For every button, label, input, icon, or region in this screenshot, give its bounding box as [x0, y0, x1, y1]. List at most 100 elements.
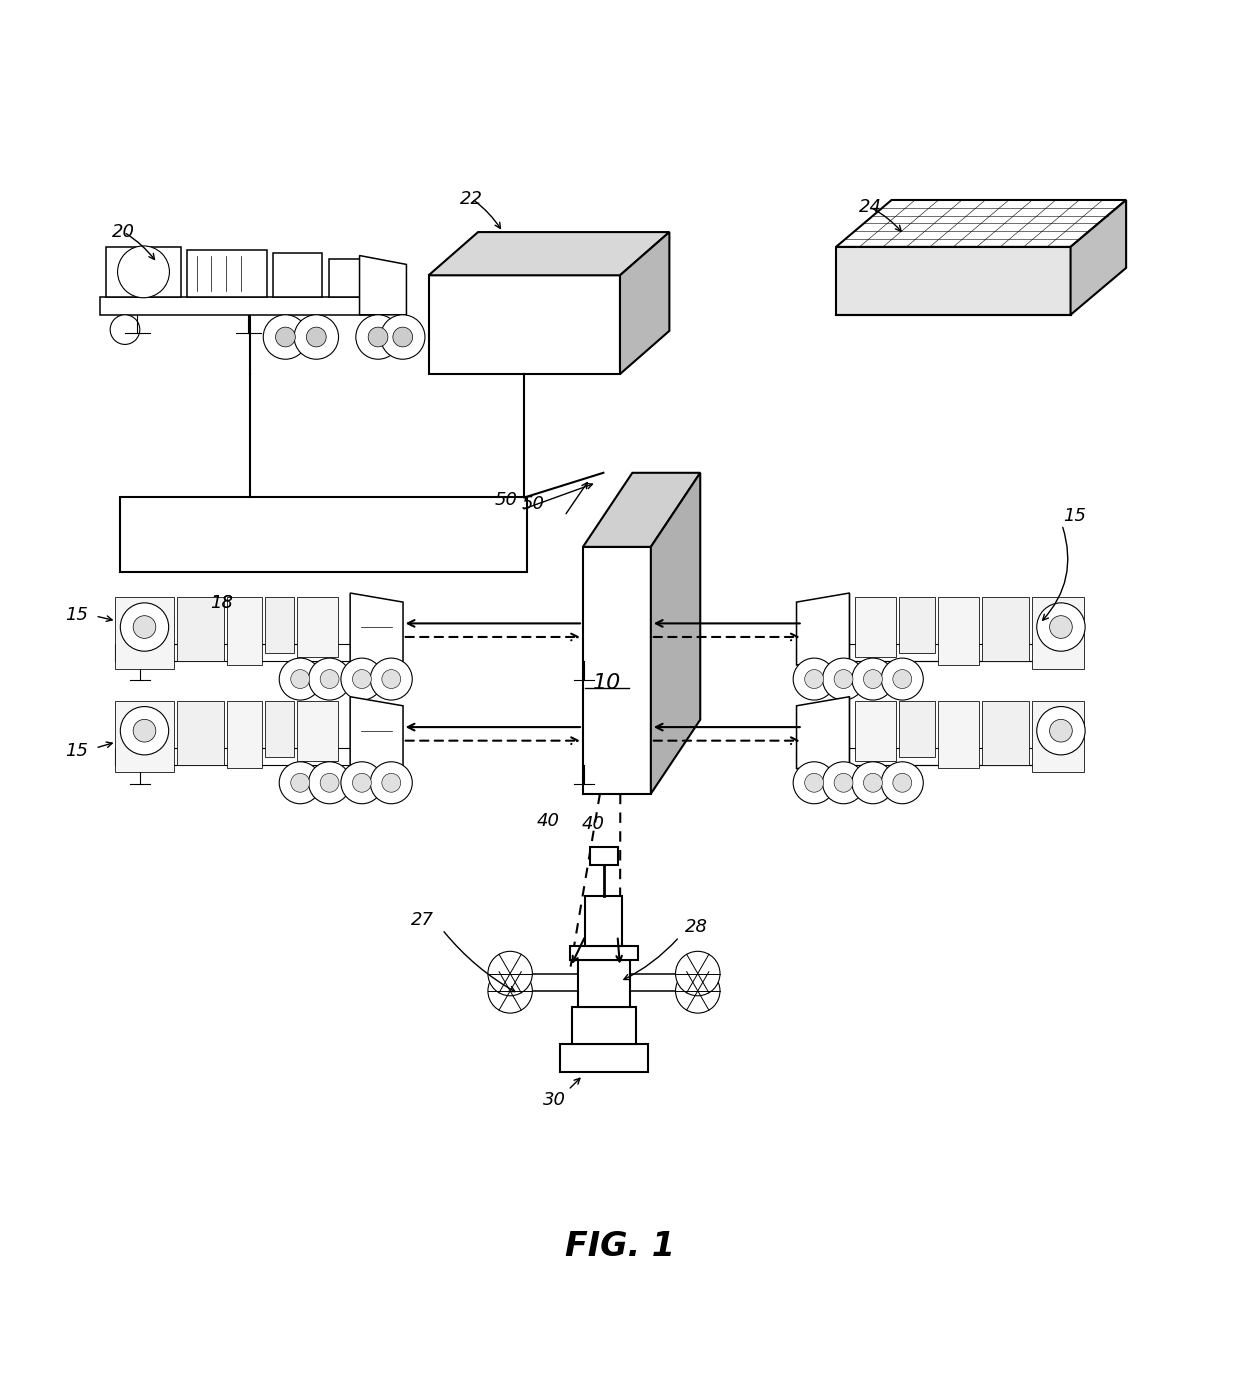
Circle shape — [794, 762, 835, 803]
Circle shape — [382, 773, 401, 792]
Polygon shape — [836, 200, 1126, 247]
Circle shape — [320, 670, 339, 688]
Polygon shape — [583, 546, 651, 794]
Text: 20: 20 — [113, 222, 135, 240]
Circle shape — [356, 314, 401, 359]
Circle shape — [120, 706, 169, 755]
Polygon shape — [836, 247, 1070, 314]
Text: 30: 30 — [543, 1091, 567, 1109]
Polygon shape — [429, 232, 670, 275]
Circle shape — [381, 314, 425, 359]
Circle shape — [110, 314, 140, 345]
Polygon shape — [796, 748, 1055, 765]
Polygon shape — [585, 897, 622, 945]
Circle shape — [118, 246, 170, 297]
Circle shape — [341, 762, 383, 803]
Text: FIG. 1: FIG. 1 — [565, 1230, 675, 1264]
Circle shape — [1049, 720, 1073, 742]
Circle shape — [882, 657, 924, 701]
Circle shape — [794, 657, 835, 701]
Circle shape — [863, 773, 883, 792]
Text: 22: 22 — [460, 190, 484, 207]
Polygon shape — [177, 596, 223, 662]
Text: 15: 15 — [1063, 507, 1086, 525]
Polygon shape — [329, 259, 366, 297]
Polygon shape — [796, 645, 1055, 662]
Text: 18: 18 — [211, 594, 233, 612]
Circle shape — [368, 327, 388, 348]
Polygon shape — [115, 748, 373, 765]
Polygon shape — [265, 596, 294, 653]
Text: 15: 15 — [66, 741, 88, 759]
Text: 15: 15 — [66, 606, 88, 624]
Text: 40: 40 — [537, 812, 560, 830]
Circle shape — [835, 773, 853, 792]
Circle shape — [487, 951, 532, 995]
Circle shape — [822, 762, 864, 803]
Polygon shape — [583, 473, 701, 546]
Polygon shape — [796, 594, 849, 664]
Polygon shape — [298, 701, 339, 760]
Polygon shape — [982, 596, 1029, 662]
Polygon shape — [350, 696, 403, 769]
Circle shape — [120, 603, 169, 651]
Circle shape — [371, 762, 412, 803]
Circle shape — [306, 327, 326, 348]
Polygon shape — [100, 297, 372, 314]
Circle shape — [352, 670, 371, 688]
Circle shape — [320, 773, 339, 792]
Circle shape — [676, 951, 720, 995]
Circle shape — [133, 720, 156, 742]
Polygon shape — [298, 596, 339, 657]
Polygon shape — [937, 701, 978, 769]
Polygon shape — [651, 473, 701, 794]
Circle shape — [133, 616, 156, 638]
Polygon shape — [120, 498, 527, 571]
Circle shape — [835, 670, 853, 688]
Text: 50: 50 — [495, 491, 518, 509]
Circle shape — [352, 773, 371, 792]
Text: 18: 18 — [211, 594, 233, 612]
Circle shape — [893, 773, 911, 792]
Polygon shape — [796, 594, 849, 664]
Text: 50: 50 — [522, 495, 546, 513]
Circle shape — [309, 657, 351, 701]
Circle shape — [676, 969, 720, 1013]
Circle shape — [393, 327, 413, 348]
Polygon shape — [350, 594, 403, 664]
Circle shape — [275, 327, 295, 348]
Circle shape — [1037, 706, 1085, 755]
Polygon shape — [559, 1044, 649, 1072]
Polygon shape — [273, 253, 322, 297]
Polygon shape — [620, 232, 670, 374]
Circle shape — [805, 773, 823, 792]
Circle shape — [371, 657, 412, 701]
Circle shape — [1049, 616, 1073, 638]
Polygon shape — [796, 696, 849, 769]
Circle shape — [852, 762, 894, 803]
Polygon shape — [227, 596, 262, 664]
Polygon shape — [1032, 596, 1085, 669]
Circle shape — [882, 762, 924, 803]
Polygon shape — [1070, 200, 1126, 314]
Circle shape — [487, 969, 532, 1013]
Circle shape — [290, 773, 310, 792]
Circle shape — [279, 657, 321, 701]
Text: 10: 10 — [593, 673, 621, 692]
Text: 28: 28 — [684, 917, 708, 935]
Circle shape — [263, 314, 308, 359]
Polygon shape — [899, 701, 935, 758]
Polygon shape — [429, 275, 620, 374]
Polygon shape — [856, 596, 897, 657]
Circle shape — [341, 657, 383, 701]
Polygon shape — [1032, 701, 1085, 773]
Polygon shape — [227, 701, 262, 769]
Text: 27: 27 — [410, 910, 434, 929]
Circle shape — [852, 657, 894, 701]
Polygon shape — [570, 945, 637, 960]
Text: 40: 40 — [582, 815, 604, 833]
Polygon shape — [265, 701, 294, 758]
Polygon shape — [796, 696, 849, 769]
Polygon shape — [115, 701, 174, 773]
Circle shape — [893, 670, 911, 688]
